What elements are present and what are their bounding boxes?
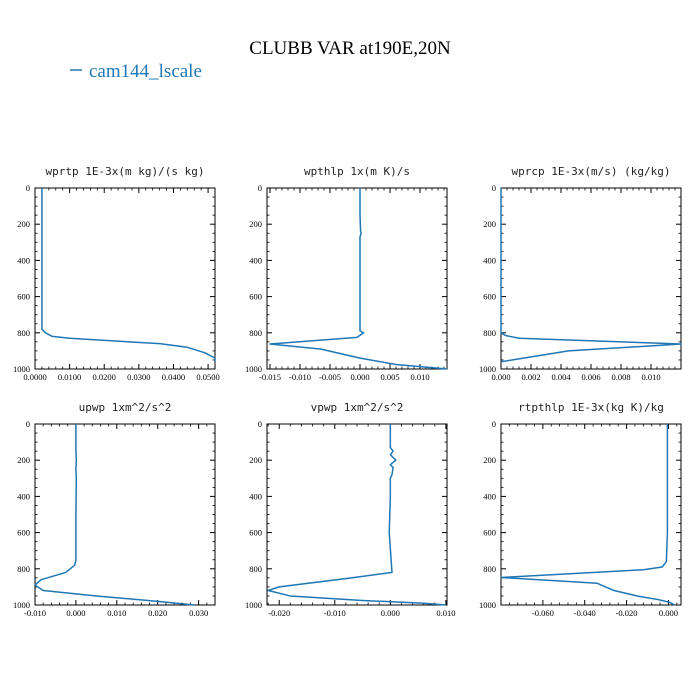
x-tick-label: 0.0100 bbox=[58, 372, 81, 382]
figure-title: CLUBB VAR at190E,20N bbox=[249, 38, 451, 59]
y-tick-label: 200 bbox=[17, 455, 30, 465]
series-line bbox=[269, 188, 448, 370]
y-tick-label: 200 bbox=[249, 219, 262, 229]
x-tick-label: -0.020 bbox=[268, 608, 290, 618]
panel-title: upwp 1xm^2/s^2 bbox=[79, 401, 172, 414]
x-tick-label: 0.010 bbox=[436, 608, 455, 618]
panel-5: vpwp 1xm^2/s^2 0 200 400 600 800 1000 -0.020 -0.… bbox=[245, 401, 455, 618]
y-tick-label: 0 bbox=[492, 419, 496, 429]
x-tick-label: 0.010 bbox=[410, 372, 429, 382]
x-tick-label: 0.0200 bbox=[93, 372, 116, 382]
y-tick-label: 600 bbox=[483, 292, 496, 302]
x-tick-label: 0.000 bbox=[66, 608, 85, 618]
x-tick-label: -0.005 bbox=[319, 372, 341, 382]
x-tick-label: 0.0500 bbox=[196, 372, 219, 382]
x-tick-label: 0.008 bbox=[611, 372, 630, 382]
x-tick-label: 0.0400 bbox=[162, 372, 185, 382]
panel-1: wprtp 1E-3x(m kg)/(s kg) 0 200 400 600 800 100… bbox=[13, 165, 220, 382]
x-tick-label: 0.000 bbox=[350, 372, 369, 382]
x-tick-label: -0.060 bbox=[532, 608, 554, 618]
y-tick-label: 800 bbox=[17, 564, 30, 574]
y-tick-label: 400 bbox=[17, 255, 30, 265]
y-tick-label: 200 bbox=[483, 455, 496, 465]
y-tick-label: 600 bbox=[249, 528, 262, 538]
y-tick-label: 400 bbox=[249, 491, 262, 501]
y-tick-label: 800 bbox=[483, 328, 496, 338]
series-line bbox=[267, 424, 446, 606]
y-tick-label: 1000 bbox=[13, 364, 30, 374]
y-tick-label: 0 bbox=[492, 183, 496, 193]
y-tick-label: 200 bbox=[483, 219, 496, 229]
y-tick-label: 800 bbox=[483, 564, 496, 574]
y-tick-label: 1000 bbox=[245, 600, 262, 610]
x-tick-label: 0.010 bbox=[641, 372, 660, 382]
panel-title: vpwp 1xm^2/s^2 bbox=[311, 401, 404, 414]
panel-title: wprtp 1E-3x(m kg)/(s kg) bbox=[46, 165, 205, 178]
series-line bbox=[34, 424, 195, 606]
plot-frame bbox=[34, 423, 216, 606]
y-tick-label: 1000 bbox=[479, 364, 496, 374]
x-tick-label: 0.006 bbox=[581, 372, 600, 382]
panel-2: wpthlp 1x(m K)/s02004006008001000-0.015-… bbox=[245, 165, 448, 382]
x-tick-label: -0.040 bbox=[574, 608, 596, 618]
x-tick-label: 0.004 bbox=[551, 372, 571, 382]
y-tick-label: 0 bbox=[26, 183, 30, 193]
y-tick-label: 0 bbox=[258, 419, 262, 429]
x-tick-label: 0.005 bbox=[380, 372, 399, 382]
panel-3: wprcp 1E-3x(m/s) (kg/kg) 0 200 400 600 800 100… bbox=[479, 165, 682, 382]
y-tick-label: 600 bbox=[249, 292, 262, 302]
x-tick-label: -0.010 bbox=[324, 608, 346, 618]
series-line bbox=[500, 188, 682, 363]
series-line bbox=[41, 188, 216, 362]
y-tick-label: 200 bbox=[17, 219, 30, 229]
panels-container: wprtp 1E-3x(m kg)/(s kg) 0 200 400 600 800 100… bbox=[13, 165, 682, 618]
y-tick-label: 800 bbox=[17, 328, 30, 338]
plot-frame bbox=[500, 187, 682, 370]
panel-4: upwp 1xm^2/s^2 0 200 400 600 800 1000-0.010 0.0… bbox=[13, 401, 216, 618]
y-tick-label: 200 bbox=[249, 455, 262, 465]
panel-title: wpthlp 1x(m K)/s bbox=[304, 165, 410, 178]
series-line bbox=[500, 424, 676, 606]
x-tick-label: 0.0300 bbox=[127, 372, 150, 382]
x-tick-label: 0.010 bbox=[107, 608, 126, 618]
x-tick-label: -0.010 bbox=[289, 372, 311, 382]
y-tick-label: 0 bbox=[258, 183, 262, 193]
x-tick-label: 0.0000 bbox=[23, 372, 46, 382]
x-tick-label: -0.020 bbox=[616, 608, 638, 618]
x-tick-label: 0.020 bbox=[148, 608, 167, 618]
y-tick-label: 600 bbox=[17, 292, 30, 302]
plot-frame bbox=[500, 423, 682, 606]
legend: cam144_lscale bbox=[70, 61, 202, 82]
legend-label: cam144_lscale bbox=[89, 61, 202, 82]
y-tick-label: 600 bbox=[17, 528, 30, 538]
x-tick-label: 0.002 bbox=[521, 372, 540, 382]
y-tick-label: 400 bbox=[17, 491, 30, 501]
panel-title: wprcp 1E-3x(m/s) (kg/kg) bbox=[512, 165, 671, 178]
x-tick-label: -0.015 bbox=[259, 372, 281, 382]
y-tick-label: 1000 bbox=[245, 364, 262, 374]
y-tick-label: 800 bbox=[249, 564, 262, 574]
y-tick-label: 600 bbox=[483, 528, 496, 538]
panel-title: rtpthlp 1E-3x(kg K)/kg bbox=[518, 401, 664, 414]
y-tick-label: 400 bbox=[483, 491, 496, 501]
y-tick-label: 800 bbox=[249, 328, 262, 338]
y-tick-label: 400 bbox=[249, 255, 262, 265]
y-tick-label: 1000 bbox=[13, 600, 30, 610]
x-tick-label: 0.000 bbox=[659, 608, 678, 618]
y-tick-label: 0 bbox=[26, 419, 30, 429]
y-tick-label: 1000 bbox=[479, 600, 496, 610]
x-tick-label: 0.000 bbox=[491, 372, 510, 382]
panel-6: rtpthlp 1E-3x(kg K)/kg 0 200 400 600 800 1000 -… bbox=[479, 401, 682, 618]
y-tick-label: 400 bbox=[483, 255, 496, 265]
x-tick-label: 0.030 bbox=[189, 608, 208, 618]
x-tick-label: 0.000 bbox=[381, 608, 400, 618]
x-tick-label: -0.010 bbox=[24, 608, 46, 618]
